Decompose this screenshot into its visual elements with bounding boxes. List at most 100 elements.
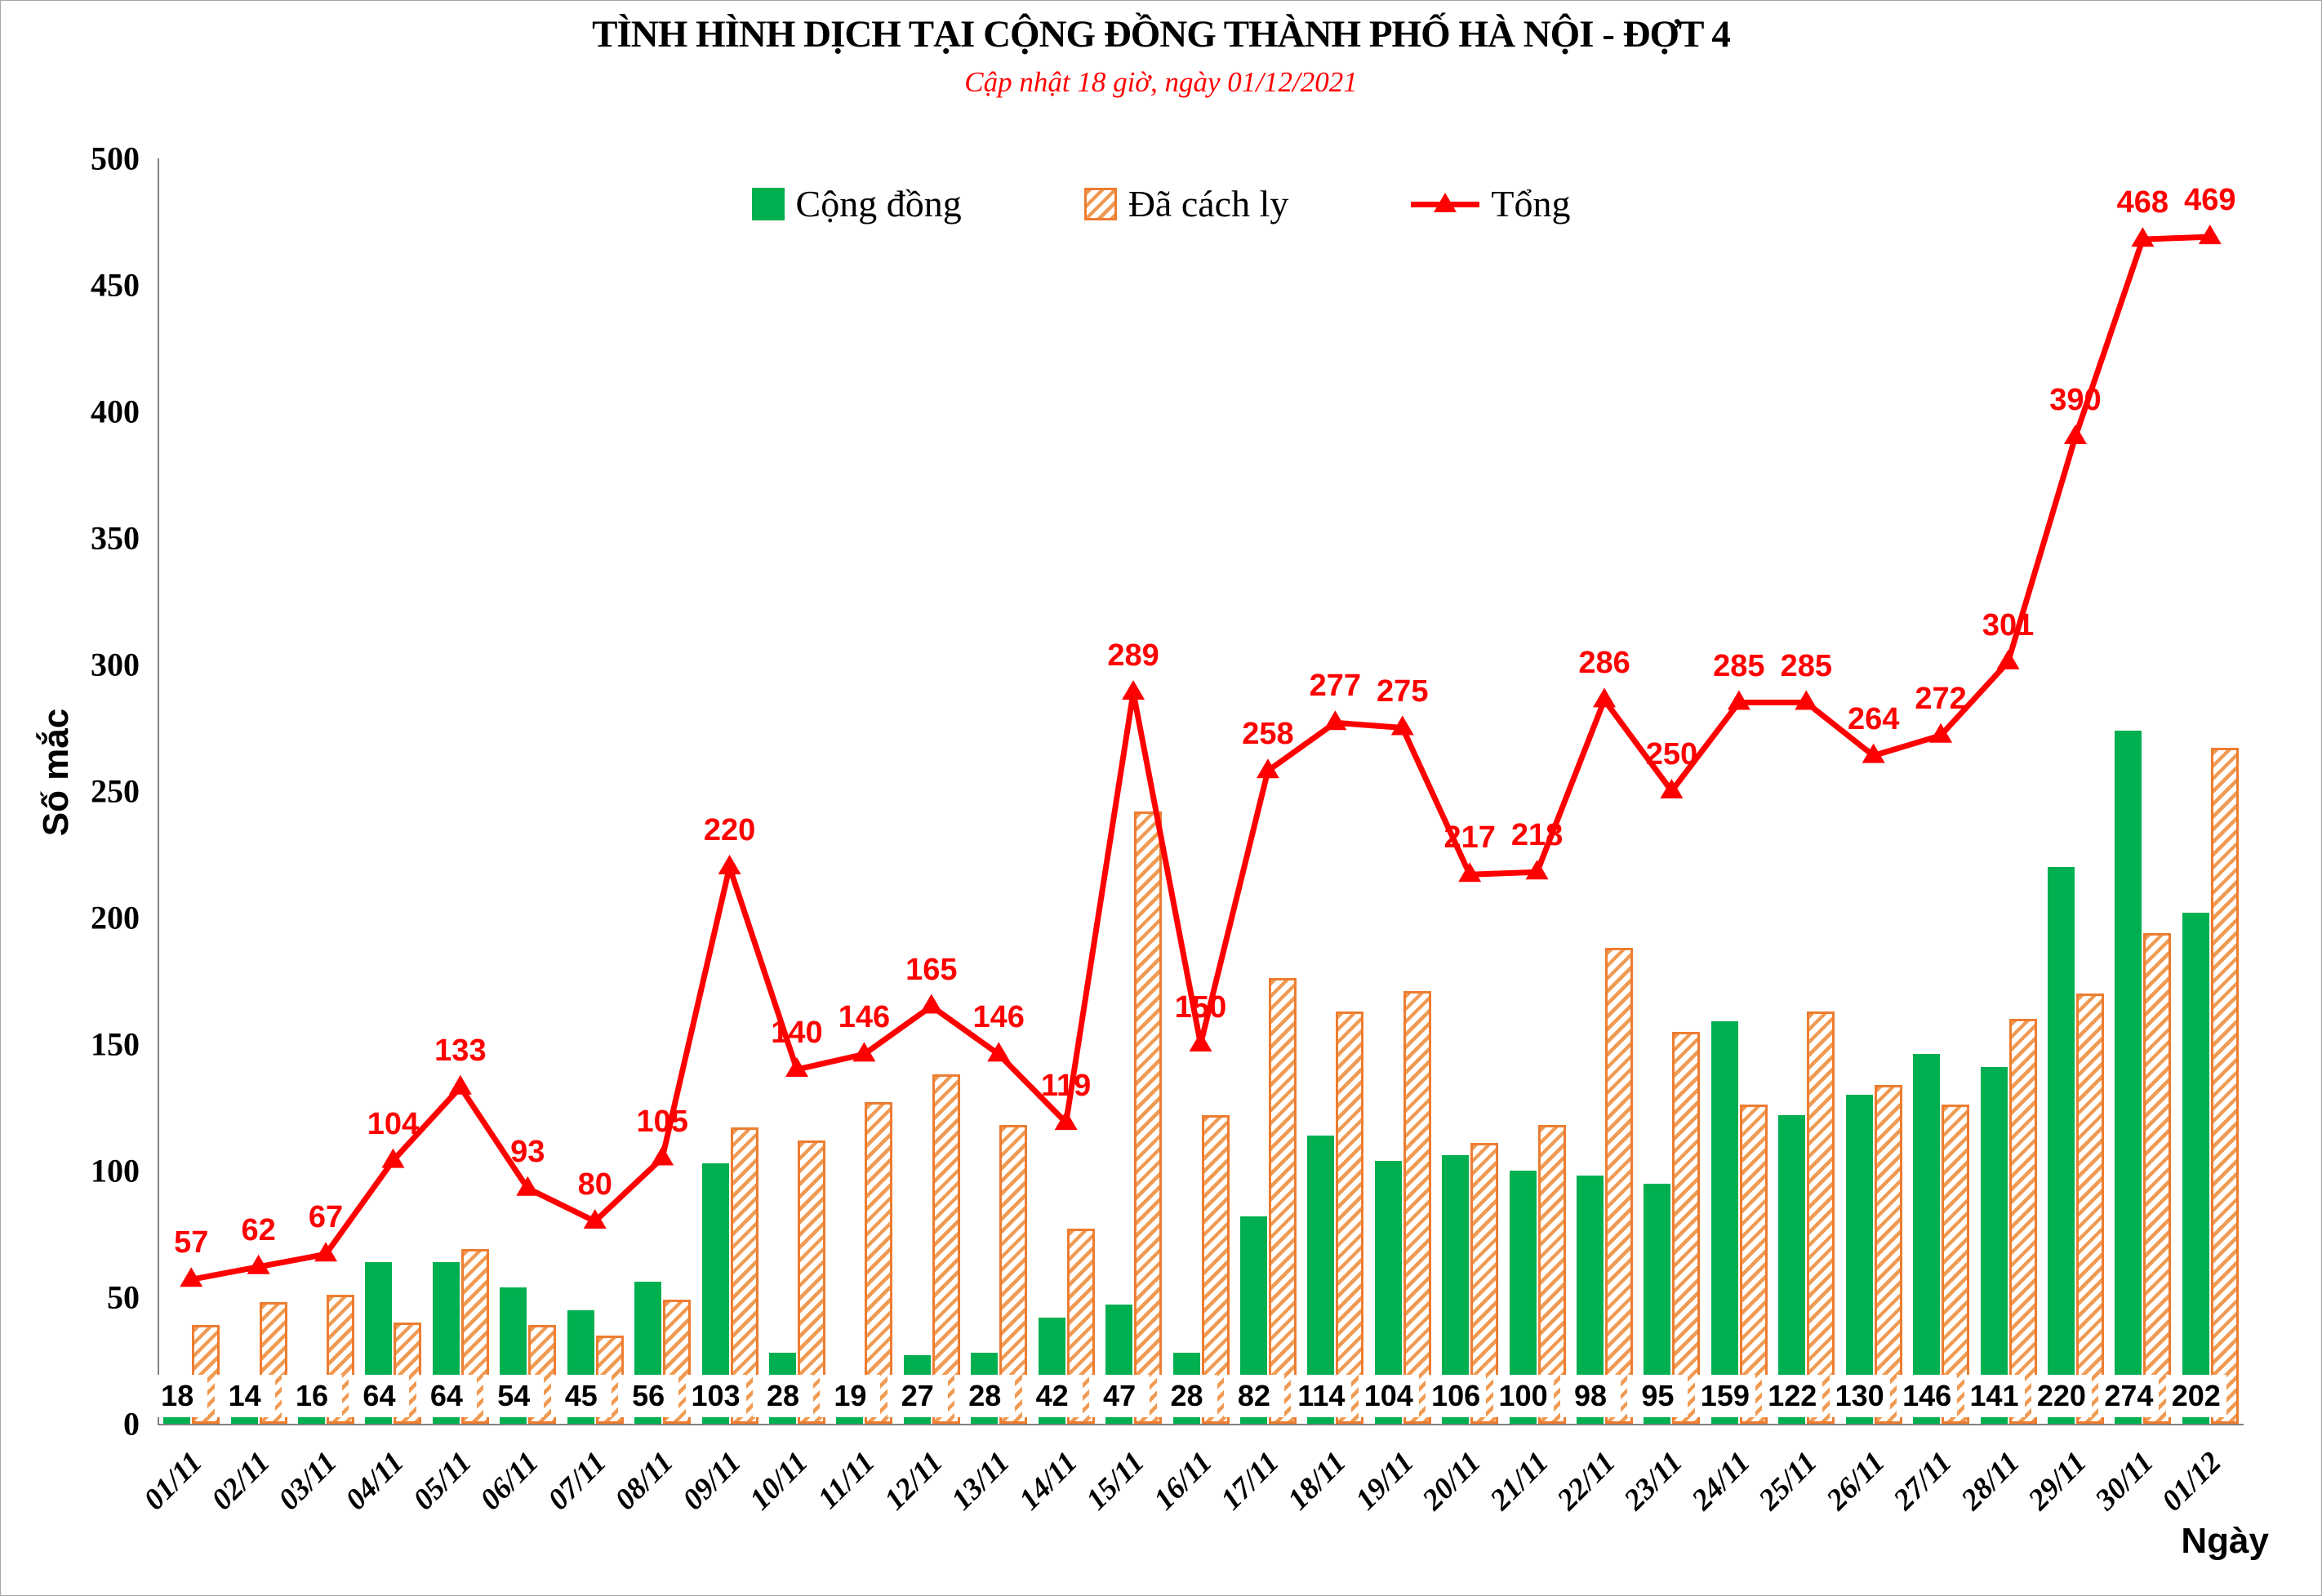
y-tick-label: 50 [107,1278,140,1316]
y-axis-line [158,158,159,1424]
y-tick-label: 500 [91,140,140,177]
bar-value-label: 45 [550,1375,612,1417]
bar-value-label: 159 [1694,1375,1755,1417]
bar-cong-dong [1913,1054,1941,1424]
bar-da-cach-ly [999,1125,1028,1424]
bar-da-cach-ly [1942,1105,1970,1424]
bar-da-cach-ly [2210,748,2239,1424]
bar-value-label: 64 [349,1375,410,1417]
bar-value-label: 122 [1762,1375,1823,1417]
bar-da-cach-ly [2075,994,2104,1424]
total-value-label: 264 [1847,701,1900,736]
total-value-label: 67 [308,1200,344,1235]
total-value-label: 285 [1713,648,1765,683]
total-value-label: 140 [771,1016,823,1050]
total-value-label: 277 [1309,669,1362,704]
bar-da-cach-ly [1268,978,1297,1424]
bar-da-cach-ly [1134,811,1163,1424]
total-value-label: 468 [2116,185,2169,220]
y-tick-label: 0 [123,1405,140,1443]
bar-value-label: 28 [1156,1375,1217,1417]
legend-item-tong: Tổng [1411,182,1570,225]
bar-cong-dong [1710,1021,1738,1424]
bar-value-label: 98 [1560,1375,1621,1417]
bar-value-label: 47 [1089,1375,1150,1417]
bar-value-label: 146 [1897,1375,1958,1417]
bar-cong-dong [1778,1114,1806,1424]
legend-label-da-cach-ly: Đã cách ly [1128,183,1289,225]
bar-da-cach-ly [1537,1125,1566,1424]
total-value-label: 119 [1041,1069,1092,1104]
y-tick-label: 200 [91,899,140,936]
total-value-label: 165 [905,952,958,987]
red-triangle-marker-icon [1434,192,1457,212]
total-value-label: 275 [1377,674,1429,709]
legend: Cộng đồng Đã cách ly Tổng [1,182,2321,225]
green-bar-swatch-icon [751,187,785,220]
bar-value-label: 42 [1021,1375,1083,1417]
bar-value-label: 274 [2098,1375,2160,1417]
total-value-label: 62 [241,1212,276,1247]
total-value-label: 390 [2049,383,2102,417]
total-value-label: 104 [367,1106,420,1141]
total-line [190,233,2210,1283]
legend-item-cong-dong: Cộng đồng [751,182,962,225]
total-value-label: 258 [1242,717,1294,752]
total-value-label: 217 [1443,820,1496,856]
bar-value-label: 82 [1223,1375,1284,1417]
bar-cong-dong [2047,867,2075,1424]
bar-da-cach-ly [1807,1011,1835,1424]
bar-value-label: 64 [416,1375,477,1417]
bar-value-label: 56 [618,1375,679,1417]
bar-value-label: 100 [1492,1375,1554,1417]
bar-value-label: 106 [1426,1375,1487,1417]
legend-label-cong-dong: Cộng đồng [795,183,962,225]
bar-da-cach-ly [932,1074,960,1424]
total-value-label: 80 [577,1167,612,1202]
x-axis-title: Ngày [2181,1521,2269,1561]
total-value-label: 469 [2184,183,2236,218]
bar-da-cach-ly [1874,1084,1902,1424]
hatched-bar-swatch-icon [1083,187,1117,220]
total-value-label: 301 [1982,607,2035,642]
bar-value-label: 54 [483,1375,545,1417]
total-value-label: 272 [1915,681,1967,716]
bar-da-cach-ly [1336,1011,1364,1424]
bar-cong-dong [1845,1095,1873,1424]
total-value-label: 150 [1174,990,1227,1025]
total-value-label: 289 [1107,638,1159,674]
bar-value-label: 28 [954,1375,1016,1417]
bar-value-label: 19 [820,1375,881,1417]
chart-subtitle: Cập nhật 18 giờ, ngày 01/12/2021 [964,66,1358,98]
bar-value-label: 130 [1829,1375,1890,1417]
bar-value-label: 202 [2165,1375,2226,1417]
y-tick-label: 450 [91,266,140,304]
bar-cong-dong [1980,1066,2008,1424]
total-value-label: 218 [1510,818,1564,853]
x-axis-line [158,1424,2244,1425]
bar-value-label: 14 [214,1375,275,1417]
y-tick-label: 250 [91,772,140,810]
chart-title: TÌNH HÌNH DỊCH TẠI CỘNG ĐỒNG THÀNH PHỐ H… [592,13,1731,56]
bar-da-cach-ly [1403,990,1431,1424]
total-value-label: 57 [174,1225,209,1260]
legend-label-tong: Tổng [1491,183,1571,225]
y-tick-label: 100 [91,1152,140,1189]
y-tick-label: 300 [91,646,140,683]
bar-value-label: 104 [1358,1375,1419,1417]
y-tick-label: 350 [91,519,140,557]
bar-value-label: 141 [1964,1375,2025,1417]
y-tick-label: 400 [91,393,140,430]
bar-da-cach-ly [2143,932,2172,1424]
bar-da-cach-ly [1605,948,1634,1424]
bar-value-label: 16 [282,1375,343,1417]
total-value-label: 146 [838,1000,891,1035]
total-value-label: 285 [1780,648,1832,683]
bar-value-label: 95 [1627,1375,1688,1417]
legend-item-da-cach-ly: Đã cách ly [1083,182,1289,225]
total-value-label: 105 [636,1104,688,1139]
total-value-label: 93 [510,1134,545,1169]
y-tick-label: 150 [91,1025,140,1063]
